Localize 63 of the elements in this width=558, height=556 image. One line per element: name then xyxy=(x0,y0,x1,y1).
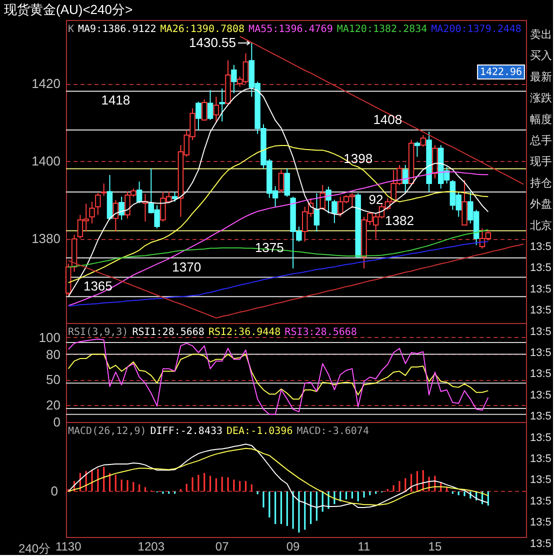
text: 幅度 xyxy=(530,112,552,126)
text: 涨跌 xyxy=(530,92,552,105)
annotation: 1422.96 xyxy=(480,67,522,78)
y-tick-label: 50 xyxy=(46,372,60,388)
y-tick-label: 1420 xyxy=(32,76,60,92)
ref-line-label: 1408 xyxy=(373,112,402,128)
series-label: DIFF:-2.8433 xyxy=(150,426,223,437)
ref-line-label: 1365 xyxy=(83,278,112,294)
legend-label: RSI1:28.5668 xyxy=(132,327,204,338)
text: MA55:1396.4769 xyxy=(248,24,333,35)
text: 卖出 xyxy=(530,28,552,41)
text: 买入 xyxy=(530,49,552,62)
text: 13:5 xyxy=(530,326,552,338)
x-tick-label: 1130 xyxy=(55,540,82,554)
text: 13:5 xyxy=(530,432,552,444)
y-tick-label: 80 xyxy=(46,346,60,362)
ref-line-label: 1382 xyxy=(385,212,414,228)
y-tick-label: 1400 xyxy=(32,154,60,169)
text: 13:5 xyxy=(530,474,552,486)
text: MA26:1390.7808 xyxy=(160,24,245,35)
text: MA120:1382.2834 xyxy=(336,24,428,35)
y-tick-label: 100 xyxy=(38,330,60,345)
y-tick-label: 20 xyxy=(46,398,60,413)
text: 13:5 xyxy=(530,283,552,296)
text: 外盘 xyxy=(530,198,552,211)
legend-title: RSI(3,9,3) xyxy=(68,327,128,338)
text: 13:5 xyxy=(530,495,552,508)
text: 13:5 xyxy=(530,410,552,423)
text: 总手 xyxy=(529,134,552,147)
text: 13:5 xyxy=(530,262,552,274)
text: 13:5 xyxy=(530,304,552,317)
x-tick-label: 11 xyxy=(358,540,371,554)
text: 13:5 xyxy=(530,538,552,550)
annotation: 92 xyxy=(368,192,384,207)
x-tick-label: 15 xyxy=(428,540,442,554)
text: 13:5 xyxy=(530,453,552,465)
text: 最新 xyxy=(530,70,552,84)
y-tick-label: 1380 xyxy=(32,231,60,246)
ref-line-label: 1418 xyxy=(101,92,130,108)
chart-title: 现货黄金(AU)<240分> xyxy=(4,2,133,17)
ref-line-label: 1370 xyxy=(172,259,202,274)
text: 持仓 xyxy=(530,177,552,190)
y-tick-label: 0 xyxy=(53,414,60,430)
text: 13:5 xyxy=(530,368,552,380)
series-label: RSI2:36.9448 xyxy=(208,327,281,338)
x-tick-label: 09 xyxy=(286,540,300,554)
text: MACD:-3.6074 xyxy=(296,426,369,437)
x-tick-label: 1203 xyxy=(138,540,165,554)
series-label: DEA:-1.0396 xyxy=(226,426,293,437)
text: 13:5 xyxy=(530,389,552,402)
x-axis-title: 240分 xyxy=(18,542,50,556)
text: RSI3:28.5668 xyxy=(284,327,357,338)
legend-title: K xyxy=(68,24,74,35)
x-tick-label: 07 xyxy=(215,540,230,554)
text: MA200:1379.2448 xyxy=(431,24,522,35)
text: 现手 xyxy=(530,155,552,168)
text: 13:5 xyxy=(530,241,552,253)
text: 13:5 xyxy=(530,516,552,529)
text: MA9:1386.9122 xyxy=(78,24,156,35)
text: 13:5 xyxy=(530,347,552,359)
text: 北京 xyxy=(530,218,552,232)
annotation: 1430.55 xyxy=(189,35,236,50)
legend-title: MACD(26,12,9) xyxy=(68,426,146,437)
